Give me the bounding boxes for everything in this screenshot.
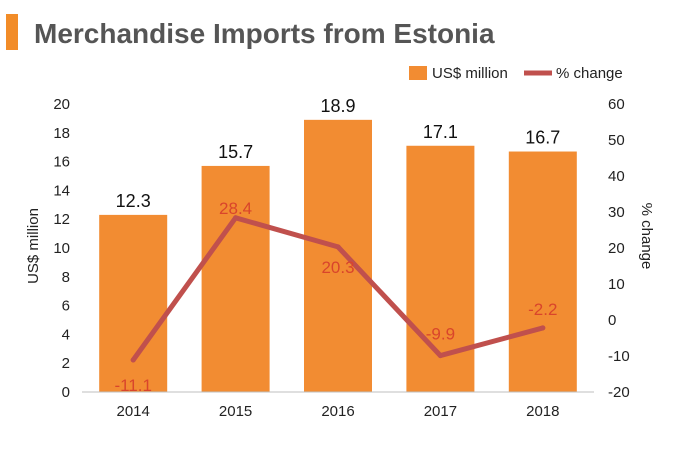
line-point bbox=[130, 357, 136, 363]
line-data-label: -11.1 bbox=[114, 376, 152, 395]
bar-data-label: 18.9 bbox=[320, 96, 355, 116]
legend-label-line: % change bbox=[556, 65, 623, 82]
title-accent-bar bbox=[6, 14, 18, 50]
line-point bbox=[233, 215, 239, 221]
y2-tick-label: 50 bbox=[608, 132, 625, 149]
legend-swatch-bar bbox=[409, 66, 427, 80]
bar bbox=[304, 119, 372, 392]
y-tick-label: 20 bbox=[53, 96, 70, 113]
line-point bbox=[437, 353, 443, 359]
x-tick-label: 2014 bbox=[117, 403, 150, 420]
y2-tick-label: 30 bbox=[608, 204, 625, 221]
bar-data-label: 12.3 bbox=[116, 191, 151, 211]
y2-tick-label: 40 bbox=[608, 168, 625, 185]
y-tick-label: 10 bbox=[53, 240, 70, 257]
legend-label-bar: US$ million bbox=[432, 65, 508, 82]
line-data-label: -9.9 bbox=[426, 325, 455, 344]
y2-tick-label: 60 bbox=[608, 96, 625, 113]
line-data-label: 20.3 bbox=[321, 258, 354, 277]
y-tick-label: 2 bbox=[62, 355, 70, 372]
y2-tick-label: -10 bbox=[608, 348, 630, 365]
chart-title: Merchandise Imports from Estonia bbox=[34, 18, 495, 49]
y-tick-label: 12 bbox=[53, 211, 70, 228]
x-tick-label: 2015 bbox=[219, 403, 252, 420]
bar-data-label: 17.1 bbox=[423, 122, 458, 142]
x-tick-label: 2018 bbox=[526, 403, 559, 420]
y2-tick-label: 20 bbox=[608, 240, 625, 257]
y-tick-label: 4 bbox=[62, 326, 70, 343]
line-point bbox=[540, 325, 546, 331]
x-tick-label: 2017 bbox=[424, 403, 457, 420]
bar bbox=[508, 151, 577, 392]
line-data-label: 28.4 bbox=[219, 199, 252, 218]
y-tick-label: 16 bbox=[53, 154, 70, 171]
line-point bbox=[335, 244, 341, 250]
plot-area: 0 2 4 6 8 10 12 14 16 18 20 -20 -10 0 10 20 30 40 50 60 12.3… bbox=[53, 96, 629, 420]
y-tick-label: 8 bbox=[62, 269, 70, 286]
x-tick-label: 2016 bbox=[321, 403, 354, 420]
line-data-label: -2.2 bbox=[528, 300, 557, 319]
y-tick-label: 18 bbox=[53, 125, 70, 142]
legend: US$ million % change bbox=[409, 65, 623, 82]
bar-data-label: 15.7 bbox=[218, 142, 253, 162]
y2-tick-label: 10 bbox=[608, 276, 625, 293]
bar bbox=[201, 165, 270, 392]
y-axis-title: US$ million bbox=[25, 208, 42, 284]
y2-tick-label: 0 bbox=[608, 312, 616, 329]
y-tick-label: 14 bbox=[53, 182, 70, 199]
y2-tick-label: -20 bbox=[608, 384, 630, 401]
bar-data-label: 16.7 bbox=[525, 128, 560, 148]
bar bbox=[99, 214, 168, 392]
y-tick-label: 6 bbox=[62, 298, 70, 315]
y2-axis-title: % change bbox=[638, 203, 655, 270]
y-tick-label: 0 bbox=[62, 384, 70, 401]
